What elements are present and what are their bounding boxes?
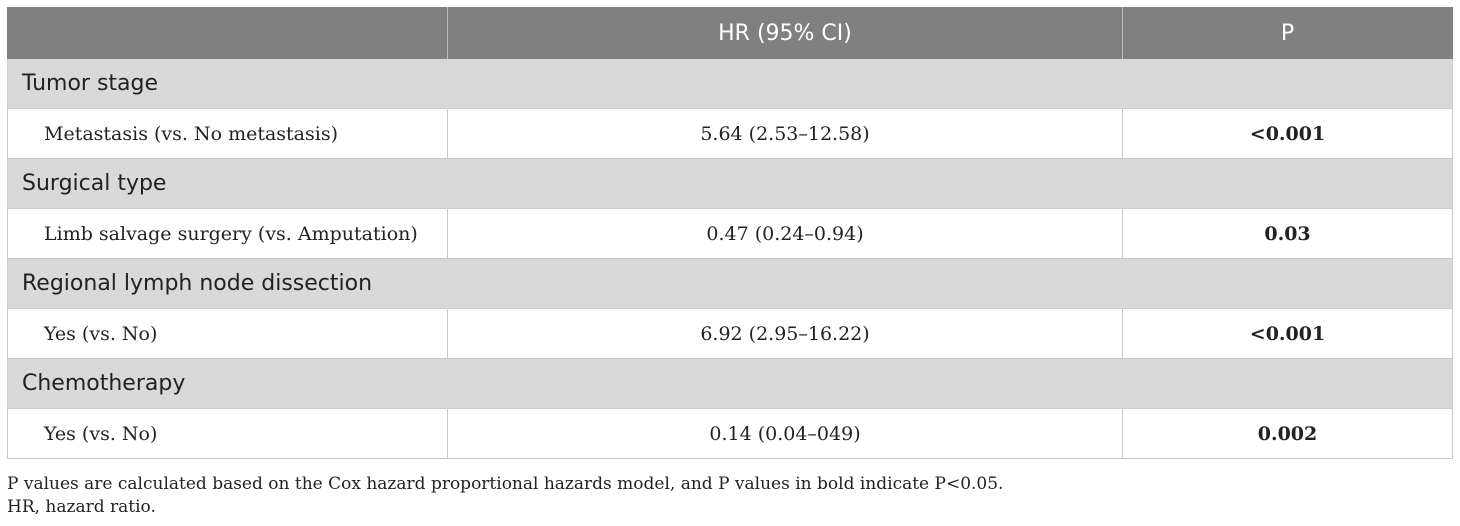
cox-regression-table: HR (95% CI) P Tumor stage Metastasis (vs… [7,7,1453,459]
row-hr: 6.92 (2.95–16.22) [447,308,1123,359]
group-row-tumor-stage: Tumor stage [7,59,1453,109]
table-footnotes: P values are calculated based on the Cox… [7,473,1452,519]
group-row-chemotherapy: Chemotherapy [7,358,1453,409]
footnote-hr-abbrev: HR, hazard ratio. [7,497,156,517]
group-title: Tumor stage [7,59,1453,109]
table-row: Yes (vs. No) 6.92 (2.95–16.22) <0.001 [7,308,1453,359]
row-label: Metastasis (vs. No metastasis) [7,108,448,159]
table-header-row: HR (95% CI) P [7,7,1453,59]
row-p: <0.001 [1122,108,1453,159]
footnote-p-values: P values are calculated based on the Cox… [7,474,1004,494]
row-label: Yes (vs. No) [7,408,448,459]
header-p: P [1122,7,1453,59]
row-p: 0.002 [1122,408,1453,459]
row-p: 0.03 [1122,208,1453,259]
row-label: Yes (vs. No) [7,308,448,359]
row-hr: 5.64 (2.53–12.58) [447,108,1123,159]
group-row-lymph-node: Regional lymph node dissection [7,258,1453,309]
header-hr: HR (95% CI) [447,7,1123,59]
table-row: Yes (vs. No) 0.14 (0.04–049) 0.002 [7,408,1453,459]
row-label: Limb salvage surgery (vs. Amputation) [7,208,448,259]
row-hr: 0.14 (0.04–049) [447,408,1123,459]
table-row: Limb salvage surgery (vs. Amputation) 0.… [7,208,1453,259]
header-variable [7,7,448,59]
group-title: Chemotherapy [7,358,1453,409]
group-title: Regional lymph node dissection [7,258,1453,309]
results-table-container: HR (95% CI) P Tumor stage Metastasis (vs… [7,7,1453,459]
table-row: Metastasis (vs. No metastasis) 5.64 (2.5… [7,108,1453,159]
group-title: Surgical type [7,158,1453,209]
group-row-surgical-type: Surgical type [7,158,1453,209]
row-p: <0.001 [1122,308,1453,359]
row-hr: 0.47 (0.24–0.94) [447,208,1123,259]
